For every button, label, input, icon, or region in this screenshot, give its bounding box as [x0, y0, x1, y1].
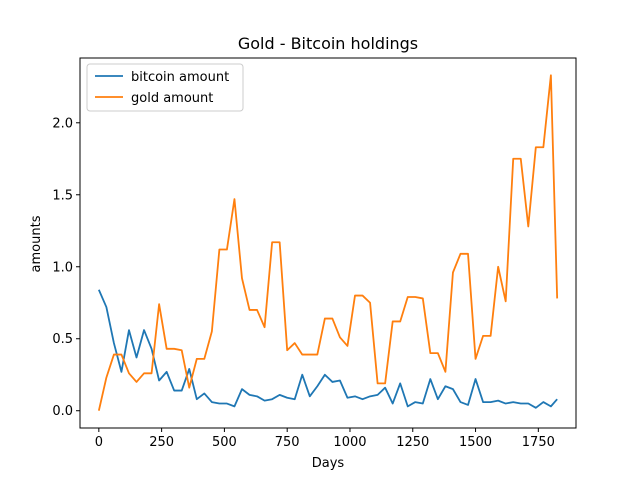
y-tick-label: 0.5	[52, 332, 73, 347]
series-line-bitcoin	[98, 289, 558, 409]
x-axis-label: Days	[312, 456, 345, 471]
series-line-gold	[97, 74, 559, 411]
x-tick-label: 1750	[522, 435, 555, 450]
x-tick-label: 750	[275, 435, 300, 450]
y-tick-label: 1.5	[52, 188, 73, 203]
x-tick-label: 1500	[459, 435, 492, 450]
x-tick-label: 1000	[333, 435, 366, 450]
x-tick-label: 250	[149, 435, 174, 450]
y-tick-label: 0.0	[52, 404, 73, 419]
y-axis: 0.0 0.5 1.0 1.5 2.0	[52, 116, 80, 419]
chart-title: Gold - Bitcoin holdings	[238, 34, 418, 53]
y-tick-label: 2.0	[52, 116, 73, 131]
x-tick-label: 1250	[396, 435, 429, 450]
x-axis: 0 250 500 750 1000 1250 1500 1750	[95, 428, 555, 450]
x-tick-label: 500	[212, 435, 237, 450]
legend-label-gold: gold amount	[131, 91, 213, 106]
legend: bitcoin amount gold amount	[86, 63, 244, 112]
plot-frame	[79, 57, 577, 429]
x-tick-label: 0	[95, 435, 103, 450]
y-axis-label: amounts	[29, 215, 44, 272]
legend-label-bitcoin: bitcoin amount	[131, 70, 229, 85]
series-layer	[97, 74, 559, 411]
y-tick-label: 1.0	[52, 260, 73, 275]
legend-box	[86, 63, 244, 112]
